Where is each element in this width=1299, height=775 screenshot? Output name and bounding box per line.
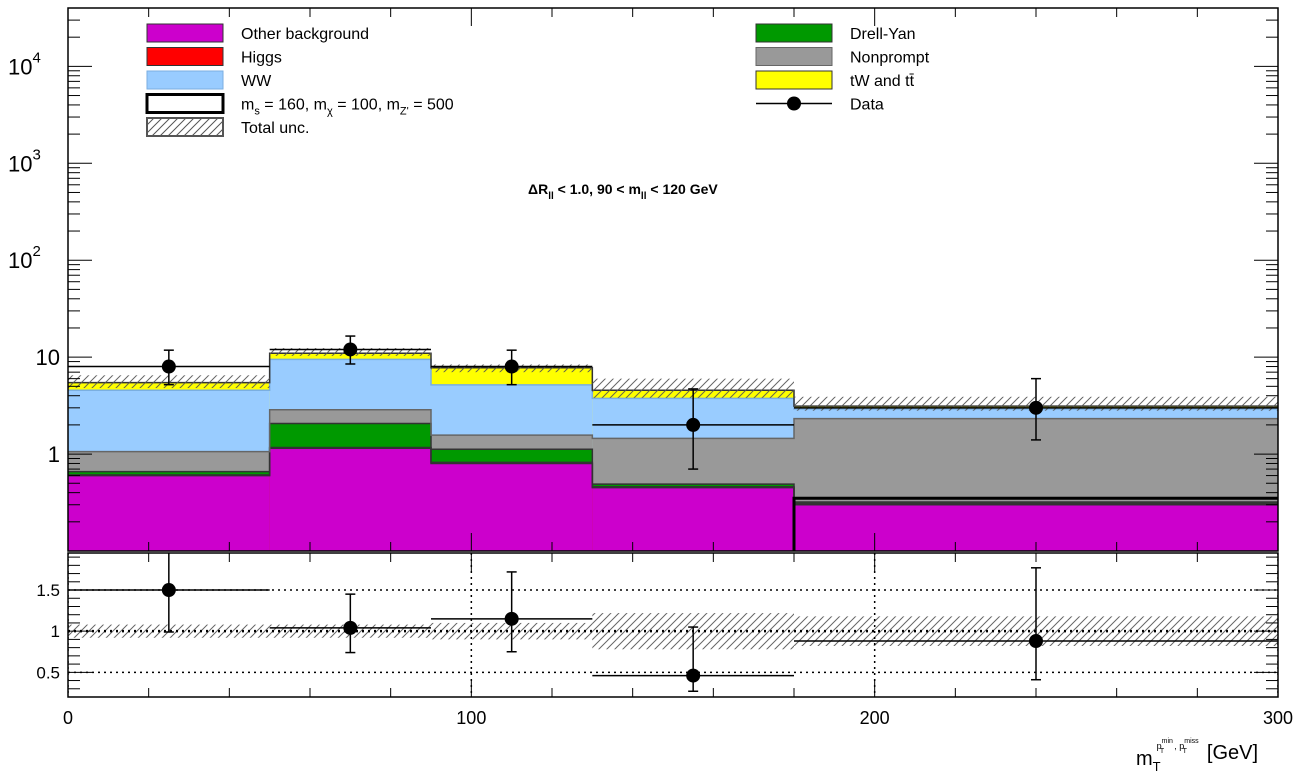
legend-label: Data [850, 97, 884, 114]
data-point [504, 359, 519, 374]
x-tick-label: 200 [860, 708, 890, 728]
legend-label-part: s [254, 106, 260, 118]
y-tick-label: 103 [8, 146, 41, 176]
ratio-point [504, 611, 519, 626]
ratio-point [1029, 634, 1043, 649]
legend-label: WW [241, 73, 272, 90]
legend-label: tW and tt̄ [850, 73, 915, 90]
ratio-point [686, 668, 701, 683]
ratio-y-tick-label: 1 [51, 622, 60, 641]
data-point [686, 417, 701, 432]
legend-label-part: Z' [400, 106, 409, 118]
y-tick-label: 10 [36, 345, 60, 370]
y-tick-label-exp: 2 [32, 243, 40, 260]
x-axis-title: mTpmin T, pmiss T [GeV] [1136, 738, 1258, 774]
main-frame [67, 7, 1279, 552]
y-tick-label: 104 [8, 49, 41, 79]
legend-swatch [145, 93, 225, 114]
data-point [343, 342, 358, 357]
stack-other-background-bar [269, 448, 431, 551]
legend-swatch [146, 47, 224, 66]
legend-label: ms = 160, mχ = 100, mZ' = 500 [241, 97, 454, 118]
legend-swatch [755, 47, 833, 66]
ratio-y-tick-label: 0.5 [36, 663, 60, 682]
legend-swatch [146, 23, 224, 43]
ratio-grid [68, 553, 1278, 697]
legend-label: Higgs [241, 50, 282, 67]
legend-label-part: = 500 [409, 97, 454, 114]
ratio-point [343, 620, 358, 635]
y-tick-label-exp: 3 [32, 146, 40, 163]
y-tick-label: 1 [48, 442, 60, 467]
data-points [68, 335, 1278, 470]
x-tick-label: 300 [1263, 708, 1293, 728]
signal-histogram [792, 496, 1278, 551]
stack-other-background-bar [68, 475, 270, 551]
legend-label-part: = 160, m [260, 97, 327, 114]
x-axis-labels: 0 100 200 300 [63, 708, 1293, 728]
stack-other-background-bar [592, 487, 794, 551]
legend-label: Total unc. [241, 120, 309, 137]
x-tick-label: 100 [456, 708, 486, 728]
legend-label: Nonprompt [850, 50, 930, 67]
legend-label: Drell-Yan [850, 26, 916, 43]
ratio-y-tick-label: 1.5 [36, 581, 60, 600]
data-point [161, 359, 176, 374]
ratio-point [161, 583, 176, 598]
x-tick-label: 0 [63, 708, 73, 728]
annotation-text: ΔRll < 1.0, 90 < mll < 120 GeV [528, 181, 718, 202]
legend-swatch [755, 70, 833, 90]
y-tick-label-base: 10 [8, 54, 32, 79]
ratio-axes: 0.5 1 1.5 [36, 552, 1279, 698]
ratio-panel: 0.5 1 1.5 [36, 552, 1279, 698]
legend-marker-dot [787, 96, 801, 111]
ratio-frame [67, 552, 1279, 698]
y-tick-label-base: 10 [8, 151, 32, 176]
y-tick-label: 102 [8, 243, 41, 273]
stack-other-background-bar [431, 463, 593, 551]
legend-label-part: = 100, m [333, 97, 400, 114]
data-point [1029, 400, 1043, 415]
stacked-histograms [68, 352, 1278, 551]
legend-label-part: m [241, 97, 254, 114]
legend: Other background Higgs WW ms = 160, mχ = 10… [145, 23, 930, 137]
signal-line [792, 496, 1278, 551]
stack-edge [68, 408, 1278, 453]
legend-swatch [755, 23, 833, 43]
legend-swatch [146, 117, 224, 137]
legend-label: Other background [241, 26, 369, 43]
ratio-points [68, 553, 1278, 692]
legend-label-part: χ [327, 106, 333, 118]
legend-swatch [146, 70, 224, 90]
y-tick-label-exp: 4 [32, 49, 40, 66]
y-tick-label-base: 10 [8, 248, 32, 273]
